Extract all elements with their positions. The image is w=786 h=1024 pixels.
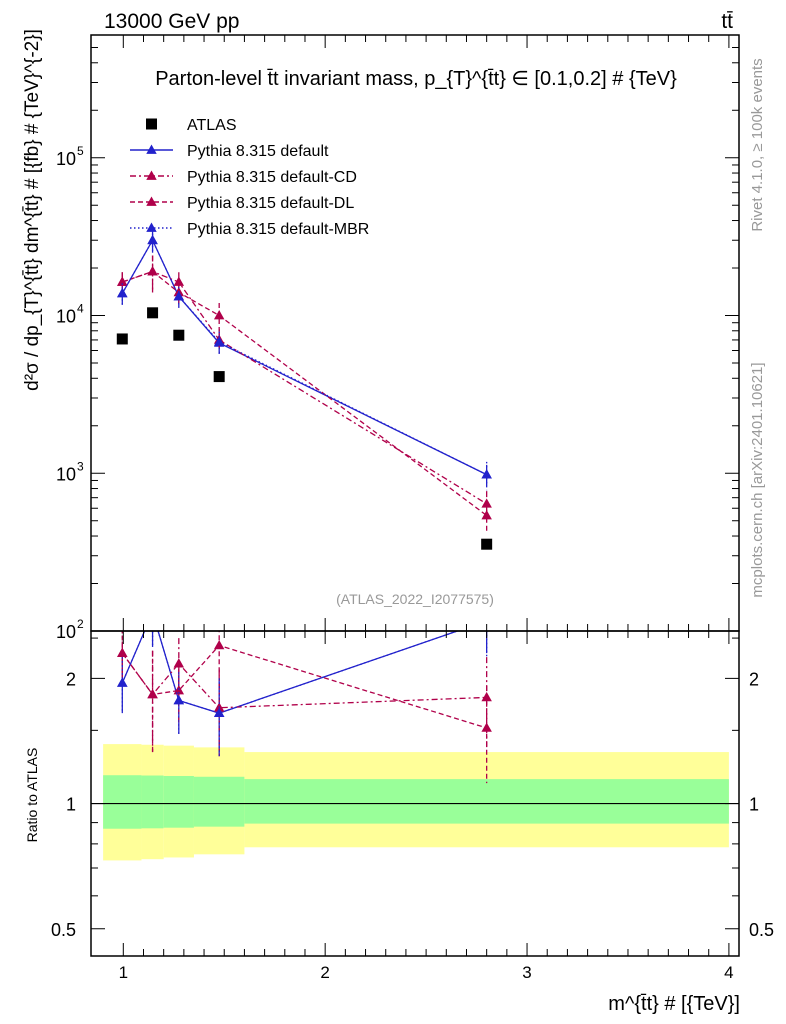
ratio-y-tick-label-right: 0.5 [749, 920, 774, 940]
atlas-data-marker [481, 538, 493, 550]
ratio-y-tick-label-left: 1 [66, 795, 76, 815]
y-tick-label: 10 [56, 622, 76, 642]
ratio-inner-band-bin [103, 775, 142, 829]
ratio-series-marker [117, 677, 128, 687]
ratio-series-marker [147, 688, 158, 699]
y-tick-label: 10 [56, 307, 76, 327]
y-tick-label: 10 [56, 464, 76, 484]
atlas-data-marker [213, 371, 225, 383]
x-tick-label: 3 [522, 963, 531, 982]
ratio-series-marker [173, 685, 185, 695]
main-series-line [122, 270, 488, 516]
y-tick-exponent: 4 [77, 302, 84, 316]
ratio-series-marker [213, 707, 225, 717]
main-series-layer [116, 229, 493, 550]
main-series-line [122, 270, 488, 505]
ratio-series-marker [173, 694, 185, 705]
ratio-y-tick-label-right: 1 [749, 795, 759, 815]
y-tick-label: 10 [56, 149, 76, 169]
atlas-data-marker [173, 329, 185, 341]
ratio-series-line [121, 652, 487, 709]
legend-series-label: Pythia 8.315 default [187, 143, 329, 160]
main-y-axis-label: d²σ / dp_{T}^{t̄t} dm^{t̄t} # [{fb} # {T… [22, 29, 43, 391]
main-series-marker [173, 276, 185, 286]
ratio-panel-frame [90, 630, 740, 957]
y-tick-exponent: 2 [77, 617, 84, 631]
ratio-y-tick-label-left: 0.5 [51, 920, 76, 940]
ratio-y-tick-label-left: 2 [66, 669, 76, 689]
main-series-marker [173, 290, 185, 301]
ratio-y-axis-label: Ratio to ATLAS [24, 748, 40, 843]
ratio-series-marker [481, 615, 491, 624]
ratio-series-marker [117, 647, 128, 657]
main-series-marker [117, 287, 128, 298]
rivet-label: Rivet 4.1.0, ≥ 100k events [749, 58, 766, 231]
x-tick-label: 1 [119, 963, 128, 982]
ratio-y-tick-label-right: 2 [749, 669, 759, 689]
y-tick-exponent: 3 [77, 459, 84, 473]
ratio-inner-band-bin [193, 776, 245, 827]
ratio-inner-band-bin [141, 775, 164, 829]
ratio-series-line [121, 644, 487, 729]
legend-series-marker [146, 196, 157, 206]
main-series-marker [481, 469, 492, 479]
x-tick-label: 2 [320, 963, 329, 982]
ratio-inner-band-bin [244, 779, 729, 824]
y-tick-exponent: 5 [77, 144, 84, 158]
main-series-marker [147, 266, 158, 276]
legend-series-label: Pythia 8.315 default-DL [187, 195, 354, 212]
legend-series-marker [146, 144, 157, 154]
legend-series-marker [146, 170, 157, 180]
atlas-data-marker [116, 333, 128, 345]
ratio-series-marker [147, 607, 157, 616]
x-tick-label: 4 [724, 963, 733, 982]
ratio-series-marker [481, 615, 491, 624]
x-axis-label: m^{t̄t} # [{TeV}] [608, 993, 740, 1015]
process-label: tt̄ [721, 10, 733, 33]
ratio-inner-band-bin [163, 775, 194, 828]
legend-series-marker [146, 222, 157, 232]
ratio-uncertainty-bands [103, 744, 729, 861]
ratio-series-marker [213, 639, 225, 650]
main-series-marker [213, 310, 225, 320]
legend: ATLAS Pythia 8.315 default Pythia 8.315 de… [130, 117, 369, 238]
chart-title: Parton-level t̄t invariant mass, p_{T}^{… [155, 68, 677, 90]
ratio-series-marker [147, 607, 157, 616]
main-series-line [121, 238, 487, 476]
main-series-marker [147, 234, 158, 245]
main-series-marker [213, 336, 225, 346]
ratio-series-marker [481, 722, 492, 732]
analysis-tag: (ATLAS_2022_I2077575) [336, 591, 494, 607]
energy-label: 13000 GeV pp [104, 10, 239, 33]
legend-atlas-marker [146, 118, 157, 130]
legend-series-label: Pythia 8.315 default-CD [187, 169, 357, 186]
atlas-data-marker [147, 307, 159, 319]
legend-atlas-label: ATLAS [187, 117, 237, 134]
source-label: mcplots.cern.ch [arXiv:2401.10621] [749, 362, 766, 597]
legend-series-label: Pythia 8.315 default-MBR [187, 221, 369, 238]
main-series-line [121, 238, 487, 476]
ratio-series-layer [117, 607, 492, 784]
main-series-marker [481, 509, 492, 520]
main-series-marker [117, 276, 128, 286]
